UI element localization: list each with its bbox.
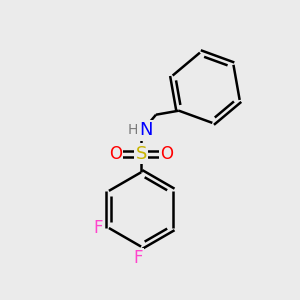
Text: S: S bbox=[135, 145, 147, 163]
Text: F: F bbox=[134, 249, 143, 267]
Text: O: O bbox=[109, 145, 122, 163]
Text: H: H bbox=[128, 123, 138, 137]
Text: N: N bbox=[139, 121, 152, 139]
Text: O: O bbox=[160, 145, 173, 163]
Text: F: F bbox=[94, 219, 103, 237]
